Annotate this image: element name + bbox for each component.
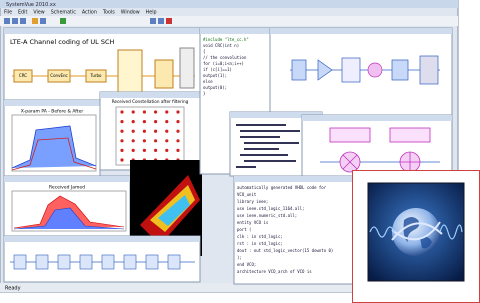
code-line: // the convolution <box>203 55 247 60</box>
constellation-dot <box>165 149 168 152</box>
received-title: Received Jamed <box>49 185 85 191</box>
spectrum-title: X-param PA - Before & After <box>21 109 84 115</box>
window-title: SystemVue 2010.xx <box>6 2 56 8</box>
constellation-dot <box>165 120 168 123</box>
constellation-dot <box>154 110 157 113</box>
panel-header <box>234 176 356 182</box>
constellation-dot <box>132 130 135 133</box>
block-label: ConvEnc <box>50 73 67 78</box>
vhdl-line: port ( <box>237 227 251 232</box>
constellation-dot <box>143 120 146 123</box>
constellation-dot <box>165 130 168 133</box>
constellation-dot <box>176 149 179 152</box>
constellation-dot <box>154 139 157 142</box>
code-line: if (c[i]==1) <box>203 67 232 72</box>
vhdl-line: library ieee; <box>237 199 268 204</box>
vhdl-line: dout : out std_logic_vector(15 downto 0) <box>237 248 333 253</box>
constellation-dot <box>132 139 135 142</box>
menu-item[interactable]: Tools <box>102 10 115 16</box>
block-label: CRC <box>19 73 27 78</box>
panel-header <box>4 100 100 106</box>
panel-header <box>302 115 452 121</box>
constellation-dot <box>120 120 123 123</box>
menu-item[interactable]: Schematic <box>51 10 76 16</box>
constellation-dot <box>143 110 146 113</box>
menu-item[interactable]: File <box>4 10 12 16</box>
constellation-dot <box>120 149 123 152</box>
vhdl-line: automatically generated VHDL code for <box>237 185 327 190</box>
constellation-dot <box>154 130 157 133</box>
vhdl-line: end VCO; <box>237 262 256 267</box>
menu-item[interactable]: View <box>33 10 44 16</box>
constellation-dot <box>120 130 123 133</box>
constellation-dot <box>165 139 168 142</box>
toolbar <box>0 16 458 26</box>
panel-header <box>4 236 200 242</box>
constellation-dot <box>154 149 157 152</box>
block-label: Turbo <box>89 73 102 78</box>
constellation-dot <box>143 130 146 133</box>
constellation-dot <box>143 149 146 152</box>
code-line: else <box>203 79 213 84</box>
constellation-dot <box>165 110 168 113</box>
vhdl-line: use ieee.std_logic_1164.all; <box>237 206 304 211</box>
code-line: output(1); <box>203 73 227 78</box>
vhdl-line: VCO_unit <box>237 192 257 197</box>
constellation-title: Received Constellation after filtering <box>112 99 189 104</box>
panel-header <box>4 28 200 34</box>
code-line: #include "lte_cc.h" <box>203 37 249 42</box>
panel-header <box>4 176 130 182</box>
menu-item[interactable]: Edit <box>18 10 27 16</box>
schematic-title: LTE-A Channel coding of UL SCH <box>10 38 115 46</box>
code-line: void CRC(int n) <box>203 43 239 48</box>
vhdl-line: clk : in std_logic; <box>237 234 283 239</box>
menu-item[interactable]: Window <box>121 10 140 16</box>
screenshot: SystemVue 2010.xx File Edit View Schematic A… <box>0 0 480 303</box>
constellation-dot <box>120 139 123 142</box>
plot-area <box>116 107 184 165</box>
constellation-dot <box>132 110 135 113</box>
constellation-dot <box>120 110 123 113</box>
title-bar <box>0 0 458 8</box>
constellation-dot <box>120 158 123 161</box>
vhdl-line: rst : in std_logic; <box>237 241 283 246</box>
vhdl-line: entity VCO is <box>237 220 269 225</box>
constellation-dot <box>176 110 179 113</box>
code-line: } <box>203 91 205 96</box>
vhdl-line: ); <box>237 255 242 260</box>
constellation-dot <box>154 120 157 123</box>
constellation-dot <box>176 130 179 133</box>
code-line: for (i=0;i<n;i++) <box>203 61 244 66</box>
panel-header <box>100 92 200 98</box>
constellation-dot <box>132 120 135 123</box>
vhdl-line: use ieee.numeric_std.all; <box>237 213 297 218</box>
vhdl-line: architecture VCO_arch of VCO is <box>237 269 312 274</box>
constellation-dot <box>132 149 135 152</box>
panel-header <box>270 28 452 34</box>
constellation-dot <box>176 139 179 142</box>
status-text: Ready <box>5 286 21 292</box>
code-line: { <box>203 49 205 54</box>
menu-item[interactable]: Help <box>146 10 157 16</box>
code-line: output(0); <box>203 85 227 90</box>
panel-header <box>200 28 274 34</box>
constellation-dot <box>176 120 179 123</box>
menu-item[interactable]: Action <box>82 10 97 16</box>
constellation-dot <box>143 139 146 142</box>
